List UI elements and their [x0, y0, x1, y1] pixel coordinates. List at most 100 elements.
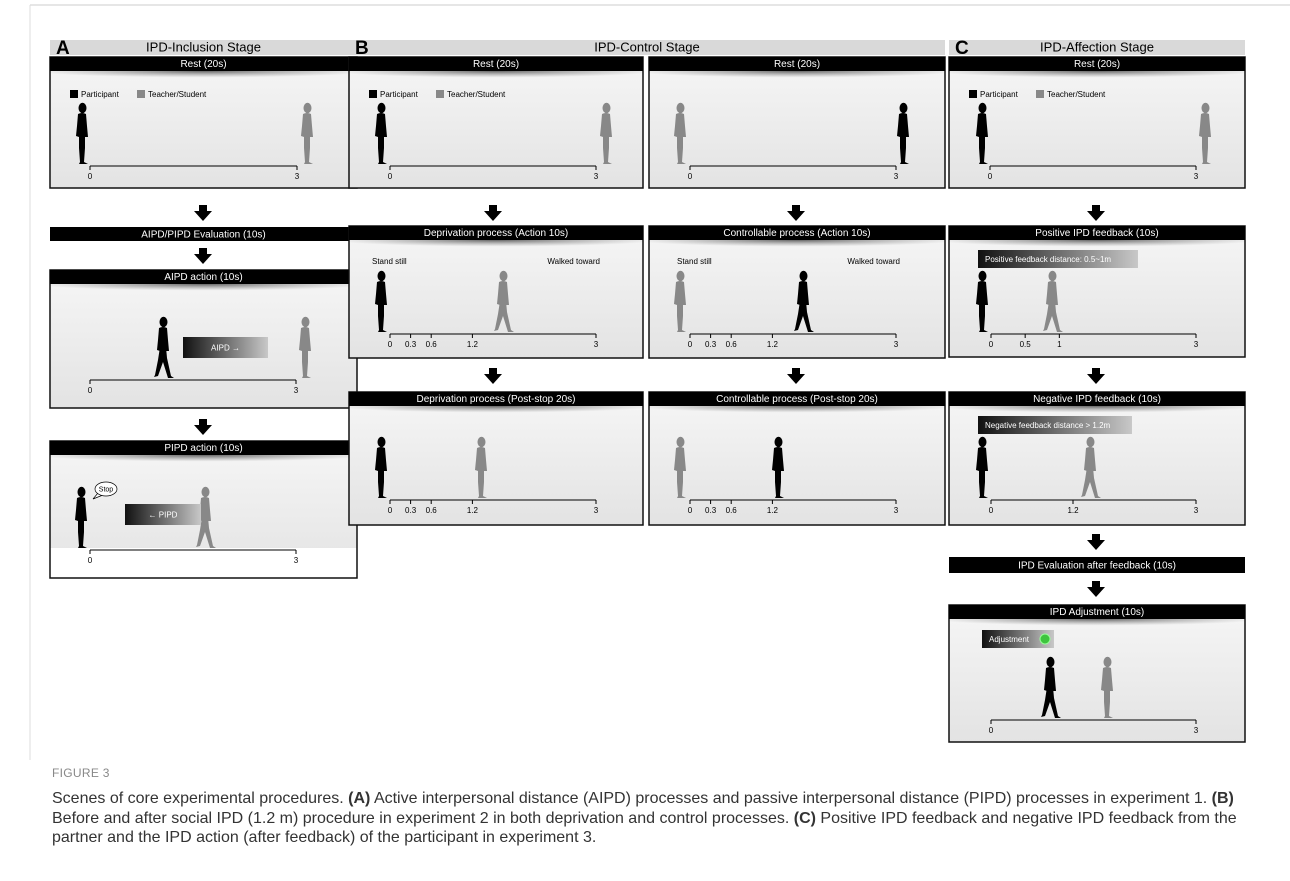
scene-title: Controllable process (Action 10s) [723, 228, 870, 239]
tick-label: 3 [295, 172, 300, 181]
tick-label: 0 [988, 172, 993, 181]
head [677, 437, 685, 447]
tick-label: 0 [688, 506, 693, 515]
tag-label: Negative feedback distance > 1.2m [985, 421, 1111, 430]
scene-title: Deprivation process (Post-stop 20s) [417, 394, 576, 405]
legend-swatch [137, 90, 145, 98]
tick-label: 0.6 [426, 506, 438, 515]
tick-label: 0 [688, 340, 693, 349]
caption-panel-ref: (C) [794, 810, 816, 827]
head [979, 437, 987, 447]
tick-label: 0 [989, 506, 994, 515]
flow-arrow [1087, 368, 1105, 384]
tick-label: 0.6 [726, 340, 738, 349]
note: Stand still [372, 257, 407, 266]
caption-text: Scenes of core experimental procedures. … [52, 789, 1257, 848]
tick-label: 3 [294, 556, 299, 565]
head [979, 271, 987, 281]
legend-label: Participant [380, 90, 419, 99]
head [1087, 437, 1095, 447]
tick-label: 0.3 [705, 340, 717, 349]
tick-label: 0 [388, 340, 393, 349]
panel-title: IPD-Inclusion Stage [146, 39, 261, 54]
tick-label: 1.2 [467, 340, 479, 349]
tick-label: 0 [989, 340, 994, 349]
header-shade [50, 284, 357, 318]
tick-label: 3 [894, 340, 899, 349]
legend-swatch [1036, 90, 1044, 98]
panel-letter: C [955, 38, 969, 59]
legend-swatch [436, 90, 444, 98]
legend-swatch [70, 90, 78, 98]
caption-label: FIGURE 3 [52, 766, 110, 780]
scene-title: Rest (20s) [180, 59, 226, 70]
legend-label: Participant [980, 90, 1019, 99]
panel-title: IPD-Affection Stage [1040, 39, 1154, 54]
scene-title: Deprivation process (Action 10s) [424, 228, 569, 239]
flow-arrow [787, 368, 805, 384]
panel-letter: A [56, 38, 70, 59]
head [775, 437, 783, 447]
legend-swatch [969, 90, 977, 98]
head [478, 437, 486, 447]
evaluation-label: AIPD/PIPD Evaluation (10s) [141, 230, 266, 241]
legend-swatch [369, 90, 377, 98]
tick-label: 0.6 [726, 506, 738, 515]
head [1104, 657, 1112, 667]
flow-arrow [787, 205, 805, 221]
flow-arrow [1087, 581, 1105, 597]
tick-label: 0.5 [1020, 340, 1032, 349]
header-shade [649, 406, 945, 440]
tick-label: 1.2 [1067, 506, 1079, 515]
tick-label: 3 [594, 506, 599, 515]
head [378, 437, 386, 447]
header-shade [649, 71, 945, 105]
tick-label: 0 [88, 556, 93, 565]
head [677, 103, 685, 113]
head [302, 317, 310, 327]
panel-letter: B [355, 38, 369, 59]
tick-label: 1.2 [767, 340, 779, 349]
head [800, 271, 808, 281]
evaluation-label: IPD Evaluation after feedback (10s) [1018, 561, 1176, 572]
scene-title: Rest (20s) [774, 59, 820, 70]
flow-arrow [194, 205, 212, 221]
tick-label: 0 [989, 726, 994, 735]
tick-label: 3 [294, 386, 299, 395]
head [78, 487, 86, 497]
flow-arrow [484, 368, 502, 384]
tag-label: AIPD → [211, 344, 240, 353]
flow-arrow [1087, 205, 1105, 221]
tick-label: 3 [1194, 172, 1199, 181]
head [1049, 271, 1057, 281]
tick-label: 3 [1194, 340, 1199, 349]
tick-label: 3 [894, 506, 899, 515]
legend-label: Teacher/Student [1047, 90, 1106, 99]
caption-part: Active interpersonal distance (AIPD) pro… [370, 790, 1211, 807]
tick-label: 0.3 [405, 506, 417, 515]
page-body: {"panels": [ {"letter": "A", "title": "I… [0, 0, 1290, 881]
caption-panel-ref: (A) [348, 790, 370, 807]
caption-panel-ref: (B) [1212, 790, 1234, 807]
confirm-icon [1040, 634, 1050, 644]
scene-title: PIPD action (10s) [164, 443, 242, 454]
scene-title: AIPD action (10s) [164, 272, 242, 283]
scene-title: Positive IPD feedback (10s) [1035, 228, 1158, 239]
tick-label: 3 [594, 340, 599, 349]
legend-label: Teacher/Student [148, 90, 207, 99]
flow-arrow [484, 205, 502, 221]
scene-title: Negative IPD feedback (10s) [1033, 394, 1161, 405]
flow-arrow [1087, 534, 1105, 550]
header-shade [349, 71, 643, 105]
tick-label: 0 [88, 172, 93, 181]
tag-label: ← PIPD [149, 511, 178, 520]
header-shade [949, 71, 1245, 105]
note: Walked toward [847, 257, 900, 266]
tick-label: 0 [88, 386, 93, 395]
tick-label: 0.6 [426, 340, 438, 349]
caption-part: Scenes of core experimental procedures. [52, 790, 348, 807]
head [378, 271, 386, 281]
flow-arrow [194, 419, 212, 435]
tick-label: 3 [1194, 506, 1199, 515]
